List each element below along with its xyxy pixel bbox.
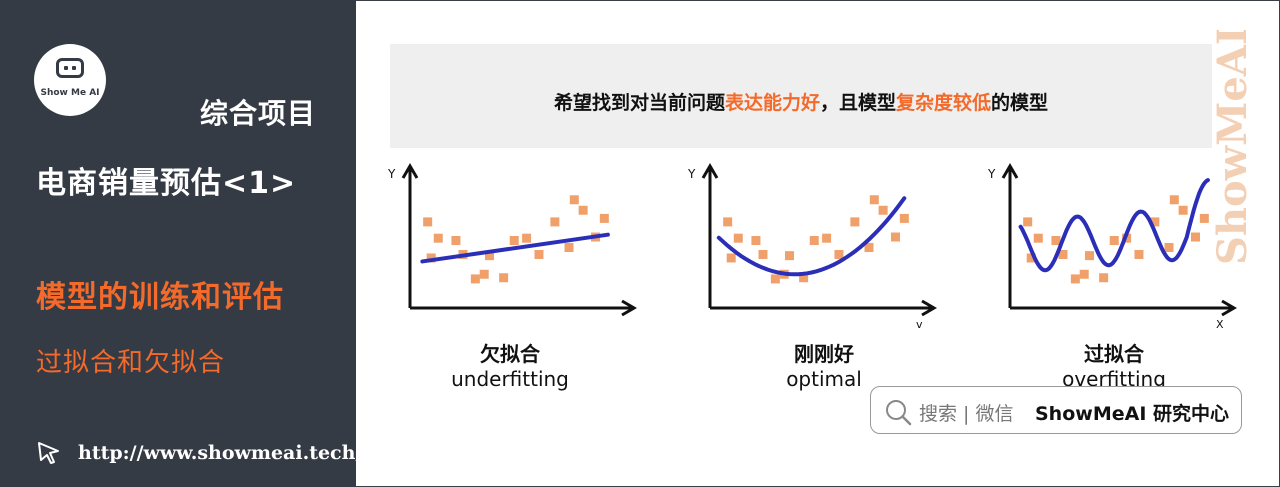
logo-text: Show Me AI bbox=[40, 88, 100, 98]
optimal-plot: Yv bbox=[687, 163, 937, 328]
y-axis-label: Y bbox=[387, 167, 396, 181]
data-point bbox=[799, 273, 809, 283]
data-point bbox=[451, 236, 461, 246]
banner-part1: 希望找到对当前问题 bbox=[553, 92, 725, 114]
data-point bbox=[822, 233, 832, 243]
y-axis-arrow bbox=[1001, 163, 1019, 179]
data-point bbox=[1051, 236, 1061, 246]
chapter-title: 模型的训练和评估 bbox=[36, 280, 284, 315]
search-box[interactable]: 搜索 | 微信 ShowMeAI 研究中心 bbox=[870, 386, 1242, 434]
data-point bbox=[423, 217, 433, 227]
fit-curve bbox=[420, 232, 610, 264]
fit-curve bbox=[1018, 178, 1210, 273]
course-title: 综合项目 bbox=[199, 97, 316, 130]
watermark: ShowMeAI bbox=[1209, 30, 1256, 265]
overfitting-plot: YX bbox=[987, 163, 1237, 328]
data-point bbox=[809, 236, 819, 246]
data-point bbox=[479, 269, 489, 279]
watermark-text: ShowMeAI bbox=[1209, 30, 1256, 265]
caption-en: underfitting bbox=[451, 367, 569, 391]
x-axis-arrow bbox=[621, 299, 637, 317]
y-axis-label: Y bbox=[687, 167, 696, 181]
cursor-icon bbox=[38, 442, 59, 464]
data-point bbox=[891, 232, 900, 242]
website-link[interactable]: http://www.showmeai.tech/ bbox=[78, 442, 363, 464]
data-point bbox=[834, 249, 844, 259]
data-point bbox=[770, 274, 780, 284]
data-point bbox=[509, 236, 519, 246]
data-point bbox=[485, 251, 494, 261]
banner-part3: 的模型 bbox=[991, 92, 1049, 114]
data-point bbox=[499, 273, 509, 283]
x-axis-label: v bbox=[916, 318, 923, 328]
project-title: 电商销量预估<1> bbox=[36, 166, 297, 201]
banner-highlight1: 表达能力好 bbox=[724, 92, 820, 114]
data-point bbox=[1099, 273, 1109, 283]
data-point bbox=[1070, 274, 1080, 284]
data-point bbox=[878, 205, 888, 215]
data-point bbox=[1085, 251, 1094, 261]
data-point bbox=[785, 251, 794, 261]
data-point bbox=[550, 217, 560, 227]
caption-zh: 刚刚好 bbox=[794, 342, 854, 366]
data-point bbox=[1134, 249, 1144, 259]
caption-optimal: 刚刚好 optimal bbox=[724, 338, 924, 391]
data-point bbox=[1058, 249, 1068, 259]
data-point bbox=[522, 233, 532, 243]
banner: 希望找到对当前问题表达能力好，且模型复杂度较低的模型 bbox=[390, 44, 1212, 148]
data-point bbox=[723, 217, 733, 227]
banner-part2: ，且模型 bbox=[819, 92, 896, 114]
data-point bbox=[733, 233, 743, 243]
data-point bbox=[1164, 242, 1174, 252]
data-point bbox=[1150, 217, 1160, 227]
sidebar: Show Me AI 综合项目 电商销量预估<1> 模型的训练和评估 过拟合和欠… bbox=[0, 0, 362, 487]
data-point bbox=[1026, 253, 1036, 263]
section-title: 过拟合和欠拟合 bbox=[36, 348, 226, 378]
x-axis-arrow bbox=[921, 299, 937, 317]
caption-en: optimal bbox=[786, 367, 862, 391]
data-point bbox=[864, 242, 874, 252]
data-point bbox=[751, 236, 761, 246]
data-point bbox=[534, 249, 544, 259]
data-point bbox=[1079, 269, 1089, 279]
logo: Show Me AI bbox=[34, 44, 106, 116]
y-axis-label: Y bbox=[987, 167, 996, 181]
data-point bbox=[564, 242, 574, 252]
y-axis-arrow bbox=[701, 163, 719, 179]
data-point bbox=[433, 233, 443, 243]
underfitting-plot: Y bbox=[387, 163, 637, 317]
data-point bbox=[1109, 236, 1119, 246]
search-icon bbox=[886, 400, 912, 426]
data-point bbox=[1023, 217, 1033, 227]
y-axis-arrow bbox=[401, 163, 419, 179]
data-point bbox=[1178, 205, 1188, 215]
robot-face-icon bbox=[56, 58, 84, 78]
data-point bbox=[578, 205, 588, 215]
data-point bbox=[726, 253, 736, 263]
data-point bbox=[850, 217, 860, 227]
caption-overfitting: 过拟合 overfitting bbox=[1014, 338, 1214, 391]
banner-text: 希望找到对当前问题表达能力好，且模型复杂度较低的模型 bbox=[390, 88, 1212, 115]
banner-highlight2: 复杂度较低 bbox=[896, 92, 992, 114]
data-point bbox=[869, 195, 879, 205]
x-axis-arrow bbox=[1221, 299, 1237, 317]
caption-zh: 欠拟合 bbox=[480, 342, 540, 366]
search-hint: 搜索 | 微信 bbox=[919, 403, 1014, 425]
data-point bbox=[1033, 233, 1043, 243]
data-point bbox=[899, 213, 909, 223]
data-point bbox=[1169, 195, 1179, 205]
data-point bbox=[758, 249, 768, 259]
data-point bbox=[1199, 213, 1209, 223]
fit-curve bbox=[716, 196, 907, 277]
data-point bbox=[1191, 232, 1200, 242]
data-point bbox=[426, 253, 436, 263]
data-point bbox=[470, 274, 480, 284]
caption-underfitting: 欠拟合 underfitting bbox=[410, 338, 610, 391]
data-point bbox=[599, 213, 609, 223]
x-axis-label: X bbox=[1216, 318, 1224, 328]
data-point bbox=[569, 195, 579, 205]
caption-zh: 过拟合 bbox=[1084, 342, 1144, 366]
search-brand: ShowMeAI 研究中心 bbox=[1035, 403, 1229, 425]
